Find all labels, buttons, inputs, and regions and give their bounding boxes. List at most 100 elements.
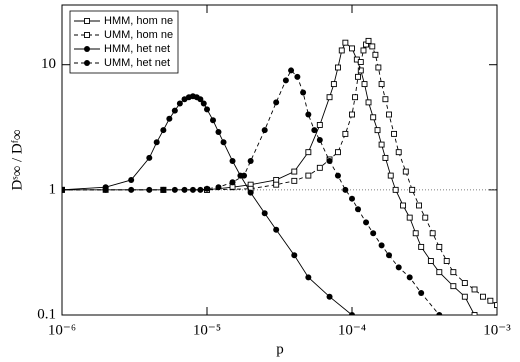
marker — [387, 172, 394, 179]
marker — [357, 67, 364, 74]
marker — [471, 286, 478, 293]
marker — [450, 283, 457, 290]
marker — [349, 111, 355, 118]
marker — [461, 293, 468, 300]
x-tick-label: 10⁻⁶ — [48, 322, 76, 338]
marker — [349, 195, 355, 202]
marker — [382, 96, 389, 103]
marker — [62, 186, 65, 193]
marker — [197, 96, 204, 103]
marker — [479, 293, 486, 300]
marker — [215, 128, 222, 135]
marker — [311, 127, 318, 134]
marker — [326, 94, 333, 101]
marker — [294, 73, 301, 80]
marker — [197, 186, 204, 193]
marker — [450, 269, 457, 276]
marker — [360, 47, 367, 54]
marker — [160, 186, 167, 193]
marker — [400, 202, 407, 209]
marker — [326, 293, 333, 300]
marker — [247, 158, 254, 165]
marker — [204, 106, 210, 113]
marker — [392, 186, 399, 193]
marker — [160, 127, 167, 134]
marker — [189, 186, 196, 193]
marker — [412, 230, 419, 237]
marker — [349, 312, 355, 315]
marker — [361, 81, 368, 88]
marker — [334, 172, 341, 179]
plot-area — [62, 37, 497, 315]
marker — [372, 51, 379, 58]
marker — [146, 154, 153, 161]
marker — [365, 99, 372, 106]
marker — [395, 264, 402, 271]
marker — [443, 258, 450, 264]
marker — [229, 179, 236, 186]
marker — [369, 43, 376, 50]
marker — [338, 47, 345, 54]
marker — [378, 242, 385, 249]
marker — [273, 181, 280, 188]
marker — [416, 202, 422, 209]
marker — [342, 186, 349, 193]
y-axis-label: Dˢ∞ / Dᶠ∞ — [9, 129, 25, 190]
marker — [247, 189, 254, 196]
marker — [84, 32, 90, 38]
marker — [166, 115, 173, 122]
y-tick-label: 0.1 — [37, 306, 56, 322]
marker — [305, 111, 312, 118]
series-line — [62, 95, 353, 315]
marker — [357, 59, 364, 66]
marker — [436, 269, 443, 276]
x-axis-label: p — [276, 341, 284, 357]
marker — [241, 172, 248, 179]
marker — [418, 289, 425, 296]
marker — [171, 186, 178, 193]
marker — [427, 258, 434, 264]
marker — [291, 252, 298, 259]
marker — [305, 172, 312, 179]
marker — [153, 139, 160, 146]
marker — [365, 37, 372, 44]
marker — [461, 280, 468, 287]
marker — [409, 186, 416, 193]
marker — [291, 168, 298, 175]
legend-label: UMM, hom ne — [104, 29, 173, 41]
marker — [355, 73, 361, 80]
marker — [273, 99, 280, 106]
series-line — [62, 41, 475, 315]
marker — [261, 127, 268, 134]
marker — [181, 186, 188, 193]
legend-label: HMM, het net — [104, 43, 170, 55]
marker — [273, 176, 280, 183]
marker — [382, 154, 389, 161]
marker — [395, 149, 402, 156]
marker — [316, 164, 323, 171]
marker — [391, 130, 398, 137]
marker — [429, 230, 436, 237]
marker — [288, 67, 295, 74]
plot-frame — [61, 4, 498, 316]
marker — [316, 122, 323, 128]
y-tick-label: 10 — [41, 56, 56, 72]
marker — [176, 100, 183, 107]
marker — [349, 45, 355, 52]
marker — [146, 186, 153, 193]
marker — [374, 127, 381, 134]
marker — [220, 139, 227, 146]
marker — [370, 114, 377, 121]
marker — [84, 60, 90, 66]
marker — [363, 219, 370, 226]
marker — [229, 158, 236, 165]
marker — [334, 64, 341, 71]
marker — [171, 107, 178, 114]
x-tick-label: 10⁻⁴ — [338, 322, 366, 338]
marker — [200, 100, 207, 107]
marker — [487, 297, 494, 304]
marker — [352, 94, 359, 101]
marker — [282, 77, 289, 84]
marker — [334, 149, 341, 156]
marker — [370, 230, 377, 237]
